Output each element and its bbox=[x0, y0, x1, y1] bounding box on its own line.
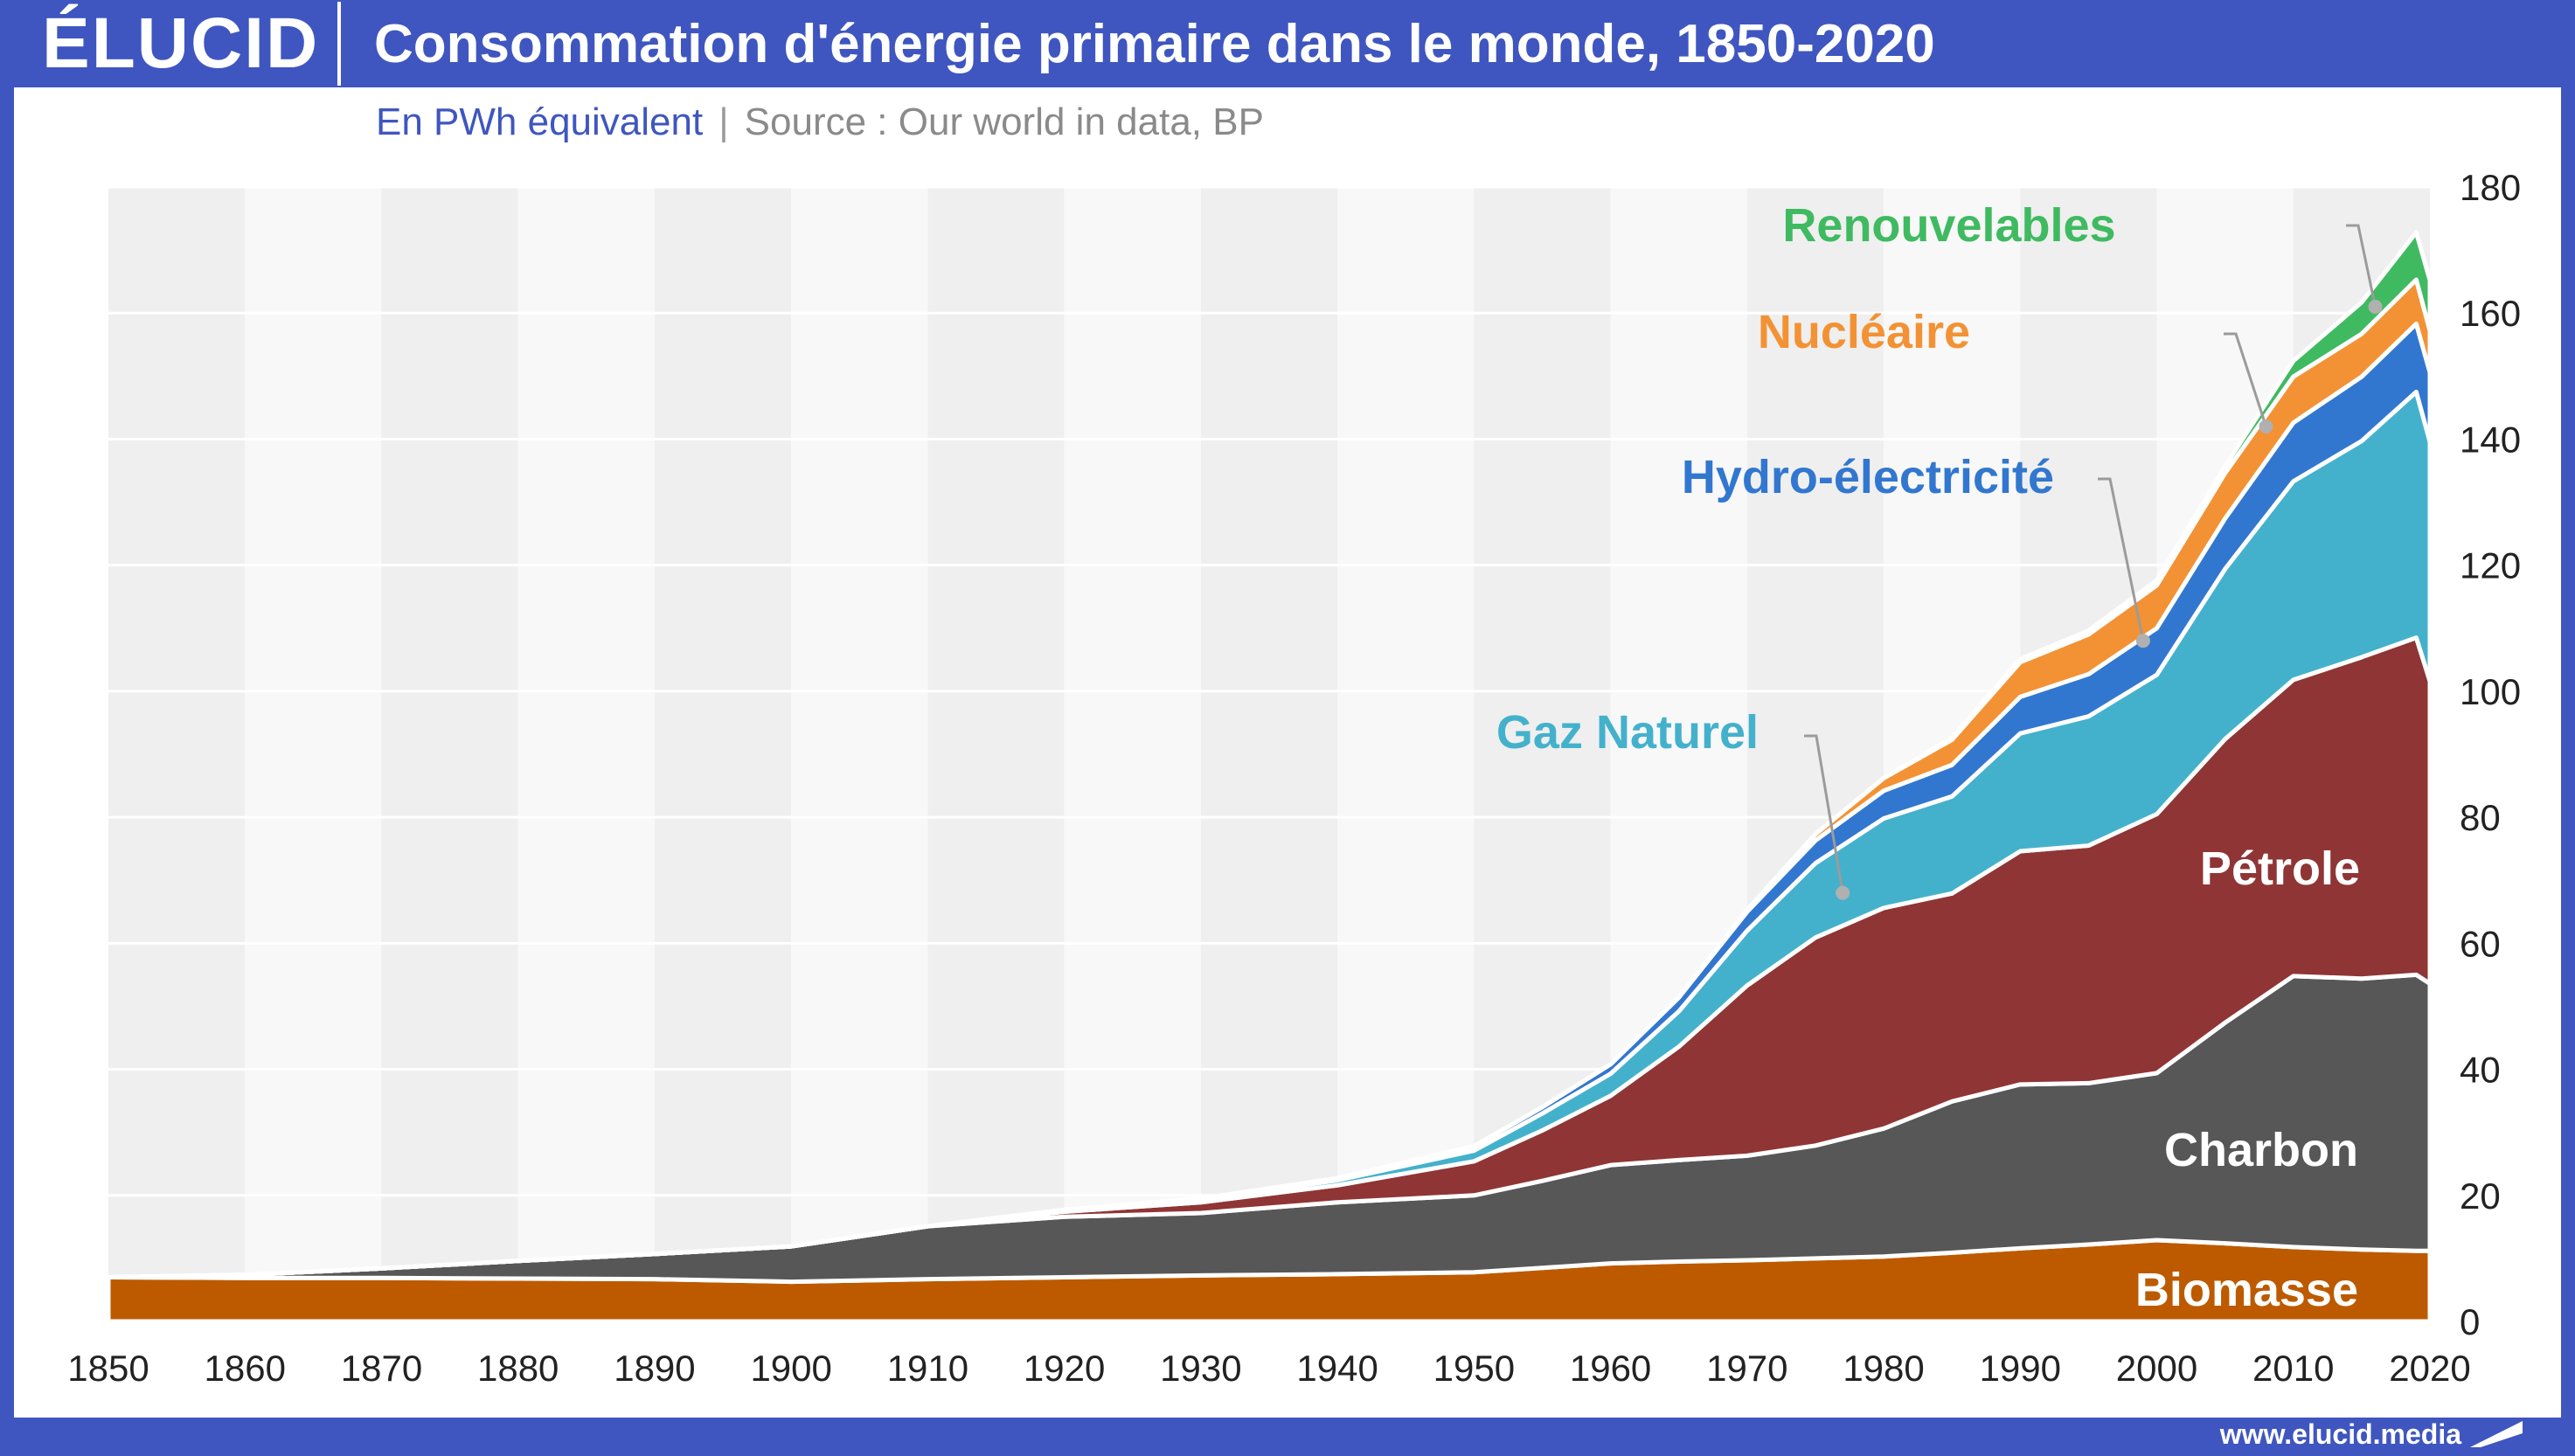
chart-title: Consommation d'énergie primaire dans le … bbox=[374, 14, 1935, 74]
x-tick-label: 1980 bbox=[1843, 1348, 1924, 1389]
stacked-areas bbox=[106, 230, 2433, 1324]
subtitle-separator: | bbox=[718, 101, 729, 143]
leader-dot bbox=[2259, 419, 2273, 434]
decade-band bbox=[381, 187, 518, 1321]
leader-line bbox=[1804, 734, 1844, 893]
leader-line bbox=[2098, 477, 2145, 641]
area-renouvelables bbox=[106, 230, 2433, 1280]
chart-subtitle: En PWh équivalent | Source : Our world in … bbox=[376, 98, 1264, 147]
decade-band bbox=[654, 187, 792, 1321]
source-label: Source : Our world in data, BP bbox=[744, 101, 1264, 143]
y-axis-ticks: 0 20 40 60 80 100 120 140 160 180 bbox=[2460, 167, 2521, 1342]
label-biomasse: Biomasse bbox=[2135, 1264, 2358, 1316]
label-charbon: Charbon bbox=[2164, 1124, 2358, 1176]
elucid-logo: ÉLUCID bbox=[42, 3, 320, 83]
x-tick-label: 1880 bbox=[477, 1348, 559, 1389]
x-axis-ticks: 1850 1860 1870 1880 1890 1900 1910 1920 1930 1940… bbox=[67, 1348, 2470, 1389]
leader-line bbox=[2346, 224, 2377, 308]
leader-dot bbox=[2135, 634, 2150, 648]
x-tick-label: 1910 bbox=[887, 1348, 968, 1389]
x-tick-label: 2020 bbox=[2389, 1348, 2470, 1389]
label-hydro-lectricit-: Hydro-électricité bbox=[1682, 451, 2054, 503]
leader-line bbox=[2224, 332, 2267, 427]
leader-dot bbox=[2368, 300, 2383, 315]
horizontal-gridlines bbox=[108, 185, 2430, 1197]
y-tick-label: 40 bbox=[2460, 1050, 2501, 1091]
decade-band bbox=[517, 187, 655, 1321]
decade-band bbox=[245, 187, 382, 1321]
x-tick-label: 1940 bbox=[1296, 1348, 1378, 1389]
label-nucl-aire: Nucléaire bbox=[1758, 306, 1970, 358]
x-tick-label: 1930 bbox=[1160, 1348, 1241, 1389]
y-tick-label: 140 bbox=[2460, 419, 2521, 460]
decade-band bbox=[791, 187, 928, 1321]
y-tick-label: 80 bbox=[2460, 797, 2501, 838]
x-tick-label: 1890 bbox=[614, 1348, 695, 1389]
y-tick-label: 60 bbox=[2460, 923, 2501, 964]
x-tick-label: 1870 bbox=[341, 1348, 422, 1389]
x-tick-label: 2010 bbox=[2252, 1348, 2334, 1389]
label-gaz-naturel: Gaz Naturel bbox=[1496, 706, 1759, 759]
x-tick-label: 1970 bbox=[1706, 1348, 1787, 1389]
elucid-mark-icon bbox=[2470, 1421, 2523, 1447]
label-p-trole: Pétrole bbox=[2200, 842, 2360, 895]
x-tick-label: 1900 bbox=[750, 1348, 831, 1389]
x-tick-label: 1860 bbox=[205, 1348, 286, 1389]
unit-label: En PWh équivalent bbox=[376, 101, 704, 143]
x-tick-label: 1960 bbox=[1570, 1348, 1651, 1389]
y-tick-label: 180 bbox=[2460, 167, 2521, 208]
header-bar: ÉLUCID Consommation d'énergie primaire d… bbox=[0, 0, 2575, 87]
y-tick-label: 100 bbox=[2460, 671, 2521, 712]
decade-band bbox=[1337, 187, 1475, 1321]
x-tick-label: 1950 bbox=[1433, 1348, 1515, 1389]
logo-separator bbox=[337, 2, 341, 86]
decade-band bbox=[108, 187, 246, 1321]
label-renouvelables: Renouvelables bbox=[1782, 199, 2115, 252]
x-tick-label: 1920 bbox=[1024, 1348, 1105, 1389]
x-tick-label: 2000 bbox=[2116, 1348, 2197, 1389]
y-tick-label: 120 bbox=[2460, 545, 2521, 586]
y-tick-label: 0 bbox=[2460, 1301, 2480, 1342]
footer-url[interactable]: www.elucid.media bbox=[2219, 1418, 2461, 1450]
y-tick-label: 20 bbox=[2460, 1175, 2501, 1217]
y-tick-label: 160 bbox=[2460, 293, 2521, 334]
decade-band bbox=[1064, 187, 1201, 1321]
label-leader-lines bbox=[1804, 224, 2383, 900]
x-tick-label: 1990 bbox=[1980, 1348, 2061, 1389]
series-labels: Renouvelables Nucléaire Hydro-électricité G… bbox=[1496, 199, 2360, 1316]
decade-band bbox=[1200, 187, 1338, 1321]
x-tick-label: 1850 bbox=[67, 1348, 149, 1389]
leader-dot bbox=[1836, 885, 1850, 900]
decade-band bbox=[927, 187, 1065, 1321]
